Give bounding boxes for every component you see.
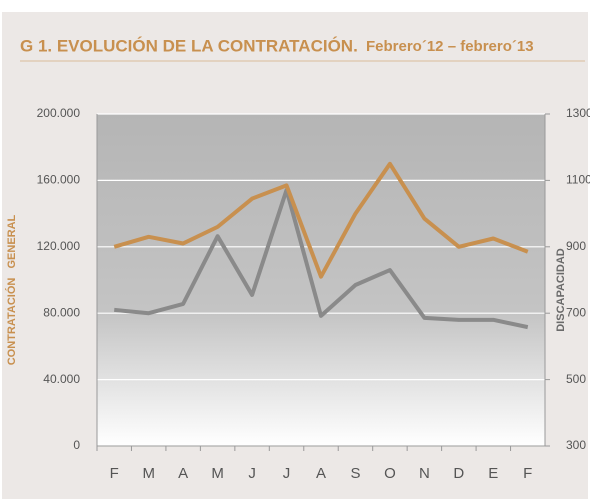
x-tick-label: A <box>316 465 326 482</box>
x-tick-label: D <box>453 465 464 482</box>
chart-title: G 1. EVOLUCIÓN DE LA CONTRATACIÓN. <box>20 36 358 55</box>
y2-tick-label: 1300 <box>566 106 590 120</box>
y-tick-label: 0 <box>73 438 80 452</box>
y-tick-label: 80.000 <box>43 305 80 319</box>
plot-area <box>97 114 545 446</box>
y2-tick-label: 300 <box>566 438 586 452</box>
y2-tick-label: 900 <box>566 239 586 253</box>
y2-axis-label: DISCAPACIDAD <box>555 248 567 332</box>
x-tick-label: S <box>350 465 360 482</box>
series-line <box>113 161 529 279</box>
x-tick-label: F <box>523 465 532 482</box>
series-line <box>114 188 529 330</box>
y2-tick-label: 1100 <box>566 173 590 187</box>
x-tick-label: F <box>110 465 119 482</box>
y-tick-label: 40.000 <box>43 372 80 386</box>
y2-tick-label: 700 <box>566 305 586 319</box>
y-tick-label: 160.000 <box>37 173 81 187</box>
x-tick-label: M <box>211 465 224 482</box>
x-tick-label: J <box>248 465 256 482</box>
x-tick-label: N <box>419 465 430 482</box>
x-tick-label: J <box>283 465 291 482</box>
y-tick-label: 200.000 <box>37 106 81 120</box>
chart-subtitle: Febrero´12 – febrero´13 <box>366 38 534 55</box>
x-tick-label: O <box>384 465 396 482</box>
y2-tick-label: 500 <box>566 372 586 386</box>
y-tick-label: 120.000 <box>37 239 81 253</box>
x-tick-label: M <box>142 465 155 482</box>
y-axis-label: CONTRATACIÓN GENERAL <box>5 214 18 365</box>
x-tick-label: E <box>488 465 498 482</box>
x-tick-label: A <box>178 465 188 482</box>
